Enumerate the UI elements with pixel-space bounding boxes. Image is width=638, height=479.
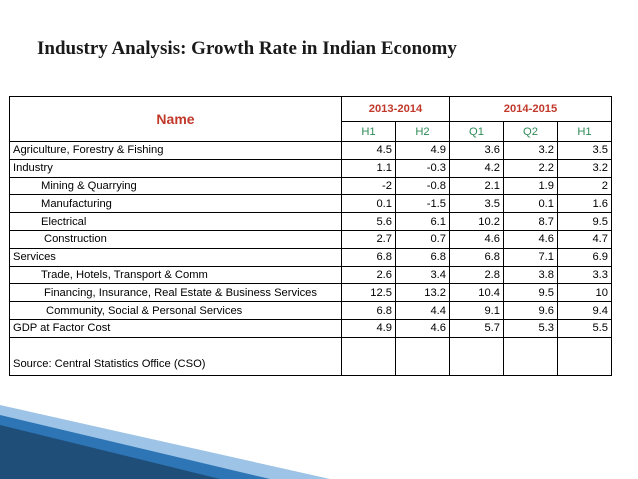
row-value-cell: 9.4 xyxy=(557,301,612,320)
row-value-cell: 4.6 xyxy=(395,318,450,338)
row-value-cell: 3.8 xyxy=(503,265,558,285)
row-value-cell: 2.6 xyxy=(341,265,396,285)
row-value-cell: 6.9 xyxy=(557,247,612,267)
table-row: Services 6.8 6.8 6.8 7.1 6.9 xyxy=(9,247,612,267)
row-value-cell: 10.4 xyxy=(449,283,504,303)
subheader-h2-2013: H2 xyxy=(395,121,450,142)
source-empty-cell xyxy=(341,336,396,376)
subheader-h1-2013: H1 xyxy=(341,121,396,142)
row-value-cell: 5.3 xyxy=(503,318,558,338)
row-value-cell: 5.7 xyxy=(449,318,504,338)
table-row: Electrical 5.6 6.1 10.2 8.7 9.5 xyxy=(9,212,612,231)
row-label: Agriculture, Forestry & Fishing xyxy=(9,141,342,160)
band-dark-stripe xyxy=(0,425,220,479)
source-empty-cell xyxy=(503,336,558,376)
source-empty-cell xyxy=(449,336,504,376)
row-label: GDP at Factor Cost xyxy=(9,318,342,338)
row-value-cell: 6.8 xyxy=(395,247,450,267)
row-value-cell: 3.5 xyxy=(449,194,504,214)
row-value-cell: -1.5 xyxy=(395,194,450,214)
row-value-cell: 1.6 xyxy=(557,194,612,214)
table-row: Industry 1.1 -0.3 4.2 2.2 3.2 xyxy=(9,158,612,178)
row-value-cell: 0.1 xyxy=(341,194,396,214)
row-label: Construction xyxy=(9,229,342,249)
period-header-2013-2014: 2013-2014 xyxy=(341,96,450,122)
row-value-cell: 2.8 xyxy=(449,265,504,285)
row-value-cell: -2 xyxy=(341,176,396,196)
table-row: Agriculture, Forestry & Fishing 4.5 4.9 3.6… xyxy=(9,141,612,160)
source-row: Source: Central Statistics Office (CSO) xyxy=(9,336,612,376)
row-value-cell: 9.6 xyxy=(503,301,558,320)
decorative-footer-band xyxy=(0,405,330,479)
row-value-cell: 10.2 xyxy=(449,212,504,231)
row-label: Manufacturing xyxy=(9,194,342,214)
table-row: GDP at Factor Cost 4.9 4.6 5.7 5.3 5.5 xyxy=(9,318,612,338)
row-value-cell: 12.5 xyxy=(341,283,396,303)
row-label: Mining & Quarrying xyxy=(9,176,342,196)
row-value-cell: 9.5 xyxy=(503,283,558,303)
row-value-cell: 13.2 xyxy=(395,283,450,303)
row-value-cell: 3.6 xyxy=(449,141,504,160)
row-value-cell: 6.8 xyxy=(341,301,396,320)
source-note: Source: Central Statistics Office (CSO) xyxy=(9,336,342,376)
row-value-cell: 6.8 xyxy=(449,247,504,267)
row-value-cell: 4.2 xyxy=(449,158,504,178)
table-row: Community, Social & Personal Services 6.8… xyxy=(9,301,612,320)
period-header-2014-2015: 2014-2015 xyxy=(449,96,612,122)
row-label: Financing, Insurance, Real Estate & Busi… xyxy=(9,283,342,303)
table-row: Construction 2.7 0.7 4.6 4.6 4.7 xyxy=(9,229,612,249)
row-value-cell: 6.8 xyxy=(341,247,396,267)
row-value-cell: 4.6 xyxy=(449,229,504,249)
row-value-cell: 4.5 xyxy=(341,141,396,160)
row-label: Electrical xyxy=(9,212,342,231)
row-value-cell: 3.2 xyxy=(557,158,612,178)
name-header: Name xyxy=(9,96,342,142)
row-value-cell: 4.6 xyxy=(503,229,558,249)
page-title: Industry Analysis: Growth Rate in Indian… xyxy=(37,38,457,59)
row-value-cell: 3.3 xyxy=(557,265,612,285)
table-row: Trade, Hotels, Transport & Comm 2.6 3.4 2.8… xyxy=(9,265,612,285)
subheader-h1-2014: H1 xyxy=(557,121,612,142)
row-value-cell: 1.9 xyxy=(503,176,558,196)
row-label: Trade, Hotels, Transport & Comm xyxy=(9,265,342,285)
row-label: Community, Social & Personal Services xyxy=(9,301,342,320)
row-value-cell: -0.3 xyxy=(395,158,450,178)
row-value-cell: 1.1 xyxy=(341,158,396,178)
row-value-cell: 5.5 xyxy=(557,318,612,338)
row-value-cell: 3.4 xyxy=(395,265,450,285)
row-value-cell: 5.6 xyxy=(341,212,396,231)
row-value-cell: 0.7 xyxy=(395,229,450,249)
row-value-cell: 3.2 xyxy=(503,141,558,160)
growth-rate-table: Name 2013-2014 2014-2015 H1 H2 Q1 Q2 H1 … xyxy=(9,96,612,376)
row-value-cell: 2.7 xyxy=(341,229,396,249)
row-value-cell: 7.1 xyxy=(503,247,558,267)
row-value-cell: 8.7 xyxy=(503,212,558,231)
row-value-cell: 6.1 xyxy=(395,212,450,231)
row-value-cell: 9.5 xyxy=(557,212,612,231)
row-value-cell: 10 xyxy=(557,283,612,303)
row-value-cell: 0.1 xyxy=(503,194,558,214)
row-value-cell: -0.8 xyxy=(395,176,450,196)
row-value-cell: 4.9 xyxy=(341,318,396,338)
row-value-cell: 3.5 xyxy=(557,141,612,160)
row-label: Industry xyxy=(9,158,342,178)
row-value-cell: 2 xyxy=(557,176,612,196)
row-value-cell: 4.9 xyxy=(395,141,450,160)
table-row: Mining & Quarrying -2 -0.8 2.1 1.9 2 xyxy=(9,176,612,196)
subheader-q1-2014: Q1 xyxy=(449,121,504,142)
subheader-q2-2014: Q2 xyxy=(503,121,558,142)
row-value-cell: 2.1 xyxy=(449,176,504,196)
row-value-cell: 4.7 xyxy=(557,229,612,249)
row-value-cell: 2.2 xyxy=(503,158,558,178)
row-value-cell: 4.4 xyxy=(395,301,450,320)
table-row: Financing, Insurance, Real Estate & Busi… xyxy=(9,283,612,303)
row-value-cell: 9.1 xyxy=(449,301,504,320)
table-row: Manufacturing 0.1 -1.5 3.5 0.1 1.6 xyxy=(9,194,612,214)
source-empty-cell xyxy=(557,336,612,376)
table-body: Agriculture, Forestry & Fishing 4.5 4.9 3.6… xyxy=(9,141,612,338)
source-empty-cell xyxy=(395,336,450,376)
row-label: Services xyxy=(9,247,342,267)
